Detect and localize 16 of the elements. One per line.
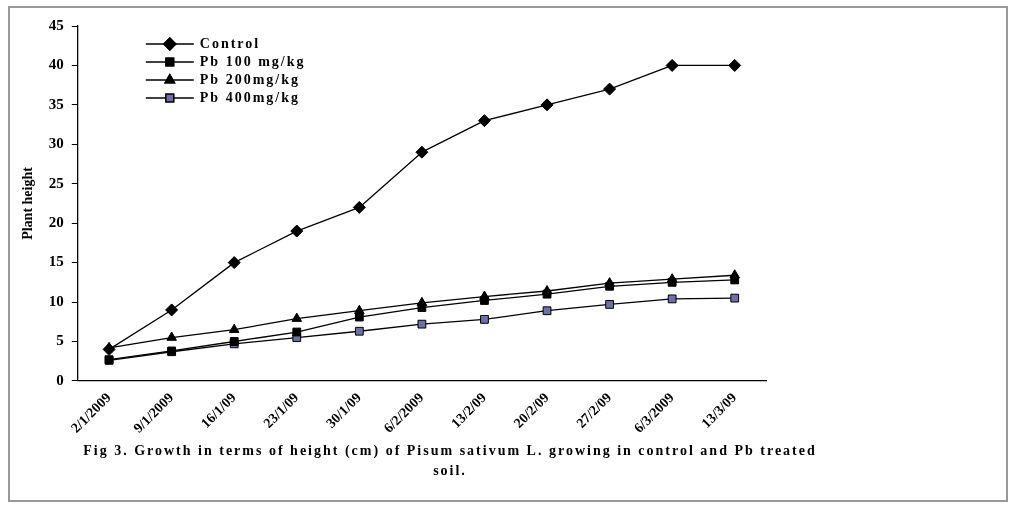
y-tick-label: 40: [48, 56, 64, 73]
y-tick-label: 25: [48, 174, 64, 191]
y-tick-label: 30: [48, 135, 64, 152]
y-axis-title: Plant height: [20, 166, 36, 240]
y-tick-label: 5: [56, 332, 64, 349]
y-tick-label: 35: [48, 95, 64, 112]
legend-label: Control: [199, 35, 261, 51]
y-tick-label: 10: [48, 292, 64, 309]
y-tick-label: 45: [48, 16, 64, 33]
legend-label: Pb 100 mg/kg: [199, 53, 306, 69]
y-tick-label: 15: [48, 253, 64, 270]
legend-label: Pb 200mg/kg: [199, 71, 300, 87]
legend-label: Pb 400mg/kg: [199, 89, 300, 105]
text: Fig 3. Growth in terms of height (cm) of Pisum sativum L. growing in control and Pb treated soil.: [82, 442, 818, 480]
y-tick-label: 20: [48, 214, 64, 231]
y-tick-label: 0: [56, 371, 64, 388]
